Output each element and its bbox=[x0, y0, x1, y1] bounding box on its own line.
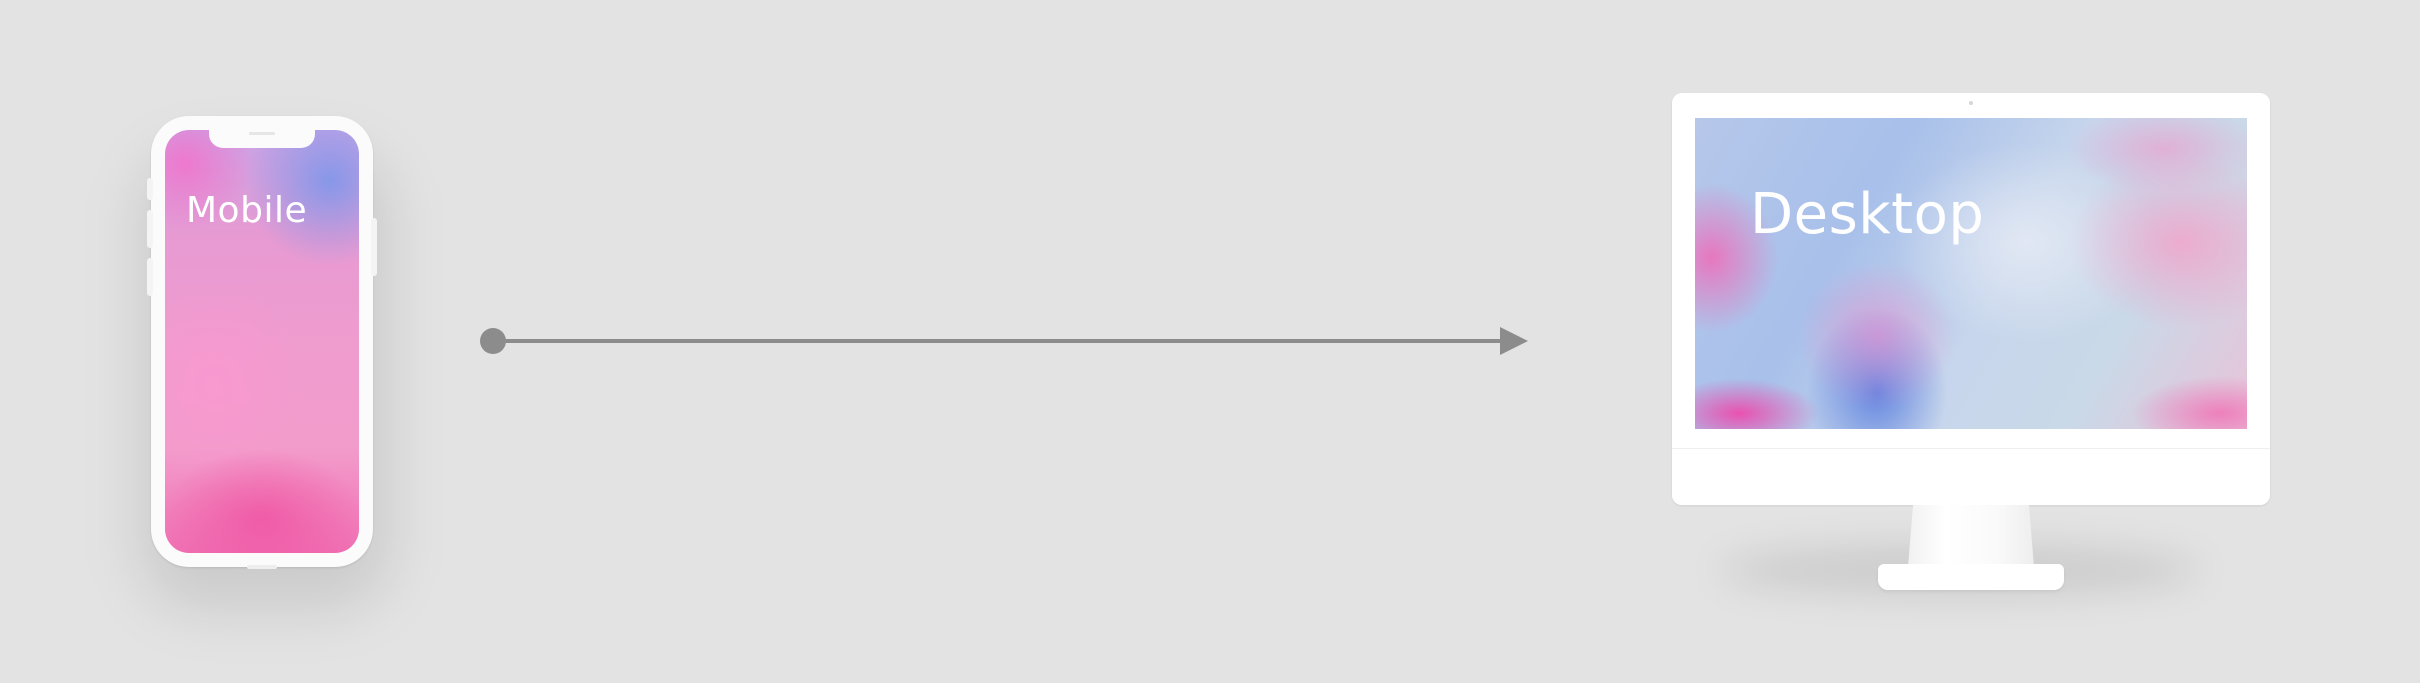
monitor-stand-neck bbox=[1908, 505, 2034, 567]
transition-arrow bbox=[480, 327, 1528, 355]
phone-volume-down-button bbox=[147, 258, 153, 296]
desktop-screen: Desktop bbox=[1695, 118, 2247, 429]
phone-volume-up-button bbox=[147, 210, 153, 248]
phone-silent-switch bbox=[147, 178, 153, 200]
phone-bottom-port bbox=[247, 565, 277, 569]
monitor-chin bbox=[1672, 448, 2270, 505]
monitor-stand-foot bbox=[1878, 564, 2064, 590]
mobile-label: Mobile bbox=[186, 190, 308, 231]
phone-power-button bbox=[371, 218, 377, 276]
phone-notch bbox=[209, 130, 315, 148]
desktop-label: Desktop bbox=[1750, 182, 1985, 247]
mobile-device: Mobile bbox=[147, 116, 377, 569]
arrow-head bbox=[1500, 327, 1528, 355]
monitor-camera bbox=[1969, 101, 1973, 105]
phone-speaker bbox=[249, 132, 275, 135]
mobile-screen: Mobile bbox=[165, 130, 359, 553]
desktop-device: Desktop bbox=[1672, 93, 2270, 505]
